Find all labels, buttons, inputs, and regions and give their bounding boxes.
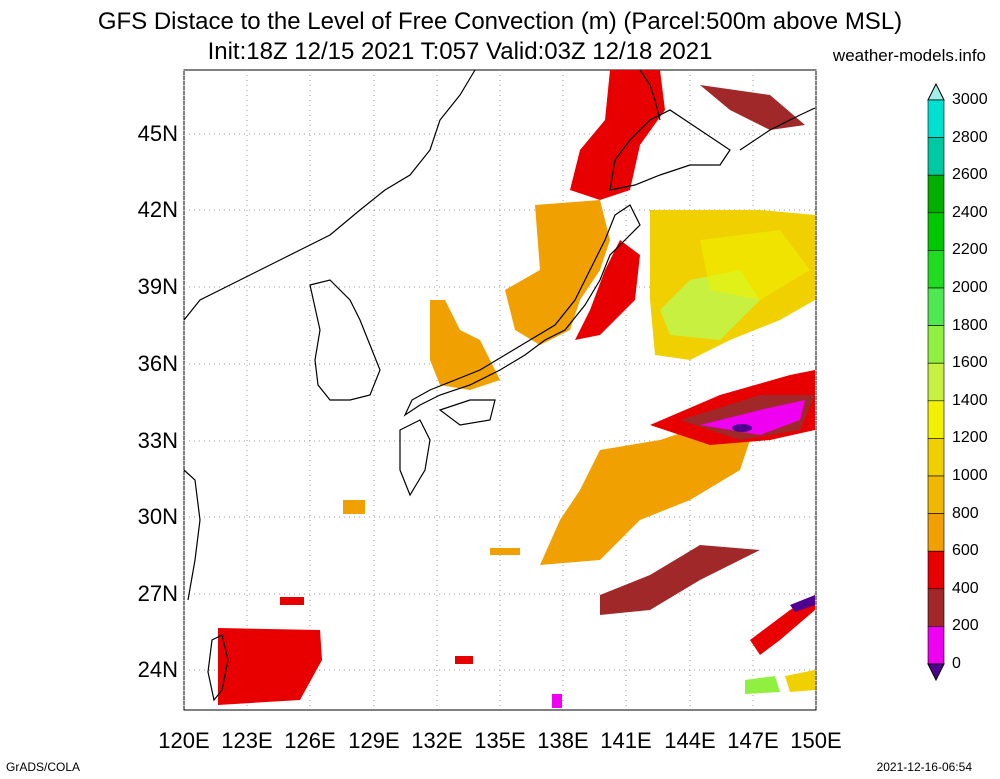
colorbar-swatch	[927, 438, 945, 477]
colorbar-bottom-arrow	[927, 663, 945, 682]
field-hokkaido-brown	[700, 85, 805, 130]
footer-timestamp: 2021-12-16-06:54	[876, 760, 972, 774]
lfc-field	[218, 70, 815, 708]
coast-kyushu	[399, 419, 431, 497]
coast-hokkaido	[609, 109, 731, 191]
field-pacific-yellow2	[700, 230, 810, 300]
coastlines	[183, 69, 816, 702]
field-southeast-purple	[790, 595, 815, 612]
lon-label: 120E	[158, 728, 210, 753]
lat-label: 39N	[137, 274, 178, 299]
field-southeast-green	[745, 676, 780, 694]
lon-label: 129E	[348, 728, 400, 753]
lon-label: 141E	[600, 728, 652, 753]
colorbar-swatch	[927, 400, 945, 439]
lon-label: 150E	[790, 728, 842, 753]
colorbar-label: 800	[952, 504, 979, 522]
lat-label: 36N	[137, 351, 178, 376]
colorbar-swatch	[927, 362, 945, 402]
coast-sakhalin	[639, 69, 661, 121]
field-small-orange1	[343, 500, 365, 514]
colorbar-swatch	[927, 212, 945, 251]
colorbar-label: 1600	[952, 354, 988, 372]
lat-label: 27N	[137, 581, 178, 606]
coast-asia-mainland	[183, 69, 476, 321]
lon-label: 132E	[411, 728, 463, 753]
lon-label: 135E	[474, 728, 526, 753]
colorbar-swatch	[927, 626, 945, 665]
colorbar-swatch	[927, 513, 945, 552]
colorbar-label: 1800	[952, 316, 988, 334]
field-small-red2	[280, 597, 304, 605]
lon-label: 126E	[284, 728, 336, 753]
field-hokkaido-red	[570, 70, 665, 200]
colorbar-swatch	[927, 250, 945, 289]
field-east-purple	[732, 424, 752, 432]
field-east-magenta	[700, 400, 805, 435]
coast-kuril	[739, 107, 816, 151]
colorbar-label: 400	[952, 579, 979, 597]
colorbar-top-arrow	[927, 82, 945, 101]
colorbar-label: 2800	[952, 128, 988, 146]
field-tohoku-red	[575, 240, 640, 340]
colorbar-label: 2200	[952, 241, 988, 259]
colorbar-label: 1200	[952, 429, 988, 447]
colorbar-label: 1400	[952, 391, 988, 409]
lon-label: 144E	[664, 728, 716, 753]
lon-label: 123E	[221, 728, 273, 753]
field-central-japan-orange	[430, 300, 500, 390]
colorbar-swatch	[927, 137, 945, 176]
field-small-orange2	[490, 548, 520, 555]
colorbar-swatch	[927, 99, 945, 138]
field-south-brown	[600, 545, 760, 615]
colorbar-label: 600	[952, 542, 979, 560]
field-south-orange	[540, 410, 760, 565]
lat-label: 42N	[137, 197, 178, 222]
map-subtitle: Init:18Z 12/15 2021 T:057 Valid:03Z 12/1…	[207, 38, 713, 65]
colorbar-label: 2600	[952, 166, 988, 184]
coast-china-south	[183, 469, 201, 601]
field-small-red1	[455, 656, 473, 664]
colorbar-label: 2400	[952, 203, 988, 221]
field-japan-sea-orange	[505, 200, 610, 345]
grid-lines	[183, 70, 817, 710]
lat-label: 30N	[137, 504, 178, 529]
lat-label: 33N	[137, 428, 178, 453]
site-credit: weather-models.info	[832, 46, 986, 65]
colorbar-swatch	[927, 174, 945, 214]
lon-label: 138E	[537, 728, 589, 753]
coast-taiwan	[207, 634, 229, 702]
field-taiwan-red	[218, 628, 322, 705]
field-southeast-orange	[785, 670, 815, 692]
colorbar-swatch	[927, 325, 945, 364]
colorbar-label: 3000	[952, 91, 988, 108]
colorbar-label: 0	[952, 655, 961, 672]
colorbar-label: 2000	[952, 279, 988, 296]
field-small-magenta	[552, 694, 562, 708]
coast-korea	[309, 279, 381, 401]
lon-label: 147E	[727, 728, 779, 753]
colorbar-swatch	[927, 475, 945, 514]
colorbar	[927, 82, 945, 682]
coast-kyushu-shikoku-honshu	[403, 204, 641, 417]
colorbar-swatch	[927, 287, 945, 326]
lat-label: 24N	[137, 657, 178, 682]
colorbar-label: 200	[952, 617, 979, 635]
coast-shikoku	[438, 399, 496, 426]
map-title: GFS Distace to the Level of Free Convect…	[97, 8, 903, 35]
lat-label: 45N	[137, 121, 178, 146]
colorbar-swatch	[927, 588, 945, 627]
colorbar-swatch	[927, 550, 945, 590]
colorbar-label: 1000	[952, 467, 988, 484]
footer-credit: GrADS/COLA	[6, 760, 81, 774]
